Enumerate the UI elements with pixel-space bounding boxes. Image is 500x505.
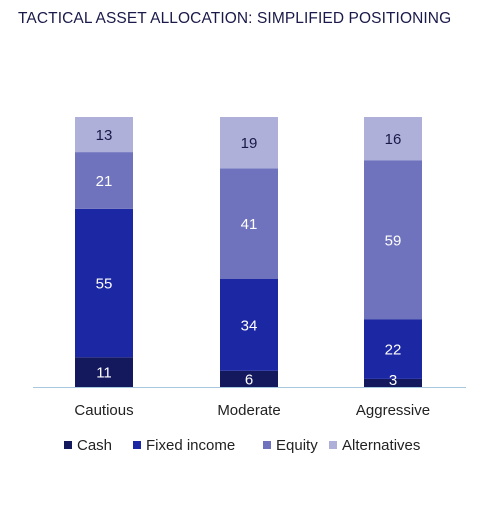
bars-group — [75, 117, 422, 387]
bar-segment-alternatives-cautious — [75, 117, 133, 153]
data-label-fixed-income-moderate: 34 — [241, 317, 258, 334]
data-label-equity-moderate: 41 — [241, 216, 258, 233]
bar-segment-alternatives-aggressive — [364, 117, 422, 161]
data-label-fixed-income-cautious: 55 — [96, 276, 113, 293]
bar-segment-equity-cautious — [75, 152, 133, 209]
legend-swatch-equity — [263, 441, 271, 449]
x-tick-label-cautious: Cautious — [74, 402, 133, 419]
data-label-alternatives-moderate: 19 — [241, 135, 258, 152]
bar-segment-cash-aggressive — [364, 378, 422, 387]
x-tick-label-moderate: Moderate — [217, 402, 280, 419]
bar-segment-equity-moderate — [220, 168, 278, 279]
data-label-equity-cautious: 21 — [96, 173, 113, 190]
legend-label-equity: Equity — [276, 437, 318, 454]
x-tick-labels-group: Cautious Moderate Aggressive — [74, 402, 430, 419]
data-label-cash-cautious: 11 — [96, 365, 112, 382]
bar-segment-cash-cautious — [75, 357, 133, 387]
data-labels-group: 11 55 21 13 6 34 41 19 3 22 59 16 — [96, 127, 402, 389]
legend: Cash Fixed income Equity Alternatives — [64, 437, 420, 454]
bar-segment-cash-moderate — [220, 370, 278, 387]
legend-label-fixed-income: Fixed income — [146, 437, 235, 454]
data-label-equity-aggressive: 59 — [385, 232, 402, 249]
data-label-fixed-income-aggressive: 22 — [385, 342, 402, 359]
bar-segment-fixed-income-cautious — [75, 208, 133, 358]
legend-label-cash: Cash — [77, 437, 112, 454]
x-tick-label-aggressive: Aggressive — [356, 402, 430, 419]
bar-segment-alternatives-moderate — [220, 117, 278, 169]
legend-label-alternatives: Alternatives — [342, 437, 420, 454]
data-label-alternatives-aggressive: 16 — [385, 131, 402, 148]
data-label-cash-aggressive: 3 — [389, 372, 397, 389]
legend-swatch-alternatives — [329, 441, 337, 449]
bar-segment-fixed-income-moderate — [220, 279, 278, 371]
bar-segment-equity-aggressive — [364, 160, 422, 320]
legend-swatch-fixed-income — [133, 441, 141, 449]
bar-segment-fixed-income-aggressive — [364, 319, 422, 379]
legend-swatch-cash — [64, 441, 72, 449]
chart-title: TACTICAL ASSET ALLOCATION: SIMPLIFIED PO… — [18, 10, 452, 27]
data-label-cash-moderate: 6 — [245, 371, 253, 388]
data-label-alternatives-cautious: 13 — [96, 127, 113, 144]
